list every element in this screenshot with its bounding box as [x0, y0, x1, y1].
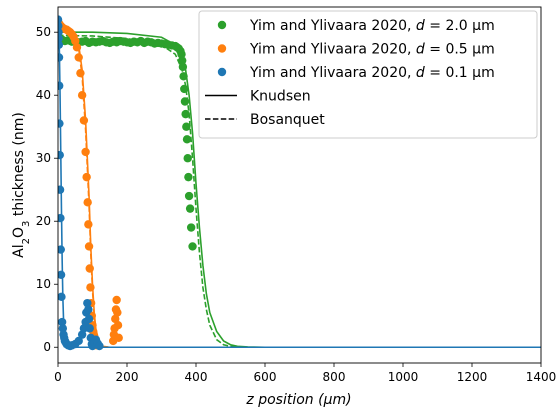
data-point-1-16 — [79, 116, 89, 125]
legend-entry-3: Knudsen — [205, 89, 311, 105]
y-tick-label-5: 50 — [36, 25, 51, 39]
data-point-2-27 — [79, 324, 89, 333]
data-point-1-22 — [85, 264, 94, 273]
legend-marker-2 — [217, 67, 227, 77]
legend: Yim and Ylivaara 2020, d = 2.0 μm Yim and… — [198, 10, 538, 139]
data-point-1-12 — [72, 43, 82, 52]
data-point-2-4 — [58, 40, 64, 50]
data-point-0-40 — [178, 56, 187, 65]
x-tick-label-2: 400 — [185, 370, 208, 384]
data-point-2-5 — [58, 53, 64, 62]
data-point-1-19 — [83, 198, 92, 207]
data-point-1-39 — [113, 308, 122, 317]
y-tick-label-4: 40 — [36, 88, 51, 102]
data-point-0-50 — [184, 191, 194, 201]
data-point-0-46 — [182, 122, 191, 131]
legend-marker-1 — [217, 44, 227, 53]
data-point-2-32 — [84, 314, 94, 324]
data-point-1-17 — [81, 147, 90, 157]
data-point-2-13 — [58, 292, 66, 302]
legend-entry-1: Yim and Ylivaara 2020, d = 0.5 μm — [217, 42, 495, 58]
legend-entry-4: Bosanquet — [205, 112, 325, 128]
x-tick-label-5: 1000 — [388, 370, 419, 384]
legend-entry-2: Yim and Ylivaara 2020, d = 0.1 μm — [217, 65, 495, 81]
data-point-0-48 — [183, 154, 192, 163]
x-tick-label-3: 600 — [254, 370, 277, 384]
data-point-2-14 — [58, 317, 67, 327]
data-point-2-15 — [58, 324, 68, 333]
data-point-0-43 — [180, 84, 189, 94]
data-point-1-14 — [76, 68, 85, 78]
data-point-1-23 — [86, 283, 95, 292]
x-tick-label-0: 0 — [54, 370, 62, 384]
data-point-0-49 — [184, 172, 193, 182]
data-point-1-21 — [84, 242, 94, 251]
legend-entry-0: Yim and Ylivaara 2020, d = 2.0 μm — [217, 18, 495, 34]
x-tick-label-1: 200 — [116, 370, 139, 384]
y-axis-label: Al2O3 thickness (nm) — [11, 112, 32, 258]
data-point-1-38 — [112, 295, 121, 305]
data-point-0-52 — [186, 223, 196, 232]
data-point-2-10 — [58, 213, 65, 223]
plot-area — [58, 15, 541, 351]
y-tick-label-1: 10 — [36, 277, 51, 291]
data-point-0-42 — [179, 72, 188, 81]
data-point-0-47 — [182, 135, 192, 144]
data-point-2-3 — [58, 34, 63, 43]
x-tick-label-6: 1200 — [457, 370, 488, 384]
legend-label-4: Bosanquet — [250, 112, 325, 128]
data-point-1-36 — [111, 314, 120, 324]
data-point-0-45 — [181, 109, 190, 119]
data-point-2-2 — [58, 28, 63, 37]
data-point-0-41 — [178, 62, 188, 72]
x-tick-label-4: 800 — [323, 370, 346, 384]
data-point-0-44 — [180, 97, 190, 106]
y-tick-label-0: 0 — [43, 340, 51, 354]
data-point-2-6 — [58, 81, 64, 90]
x-tick-label-7: 1400 — [526, 370, 557, 384]
y-tick-label-2: 20 — [36, 214, 51, 228]
data-point-2-1 — [58, 21, 63, 31]
legend-label-1: Yim and Ylivaara 2020, d = 0.5 μm — [249, 42, 495, 58]
data-point-2-26 — [77, 330, 87, 339]
y-tick-label-3: 30 — [36, 151, 51, 165]
x-axis-label: z position (μm) — [245, 392, 351, 408]
data-point-2-31 — [84, 305, 93, 314]
data-point-1-18 — [82, 172, 91, 182]
data-point-2-12 — [58, 270, 66, 279]
data-point-0-51 — [185, 204, 195, 213]
data-point-2-33 — [85, 324, 94, 333]
data-point-1-11 — [71, 36, 80, 46]
data-point-1-41 — [114, 333, 123, 342]
data-point-1-15 — [77, 91, 87, 100]
data-point-1-40 — [113, 320, 123, 330]
data-point-2-7 — [58, 119, 64, 128]
axes-layer: 0 200 400 600 800 1000 1200 1400 0 10 20 30 40 50 — [36, 25, 557, 384]
data-layer — [58, 15, 541, 351]
data-point-1-13 — [74, 53, 83, 62]
data-point-2-30 — [83, 298, 92, 308]
data-point-1-20 — [84, 220, 93, 229]
data-point-0-53 — [188, 242, 197, 251]
data-point-2-0 — [58, 15, 63, 24]
legend-box — [198, 10, 538, 139]
plot-frame — [57, 6, 542, 364]
legend-label-3: Knudsen — [250, 89, 311, 105]
svg-text:Al2O3 thickness (nm): Al2O3 thickness (nm) — [11, 112, 32, 258]
legend-label-2: Yim and Ylivaara 2020, d = 0.1 μm — [249, 65, 495, 81]
legend-marker-0 — [217, 20, 227, 30]
data-point-2-40 — [95, 341, 104, 351]
legend-label-0: Yim and Ylivaara 2020, d = 2.0 μm — [249, 18, 495, 34]
data-point-0-39 — [177, 50, 186, 59]
data-point-2-8 — [58, 150, 64, 160]
data-point-2-9 — [58, 185, 65, 194]
data-point-2-25 — [74, 336, 83, 346]
data-point-2-11 — [58, 245, 65, 254]
